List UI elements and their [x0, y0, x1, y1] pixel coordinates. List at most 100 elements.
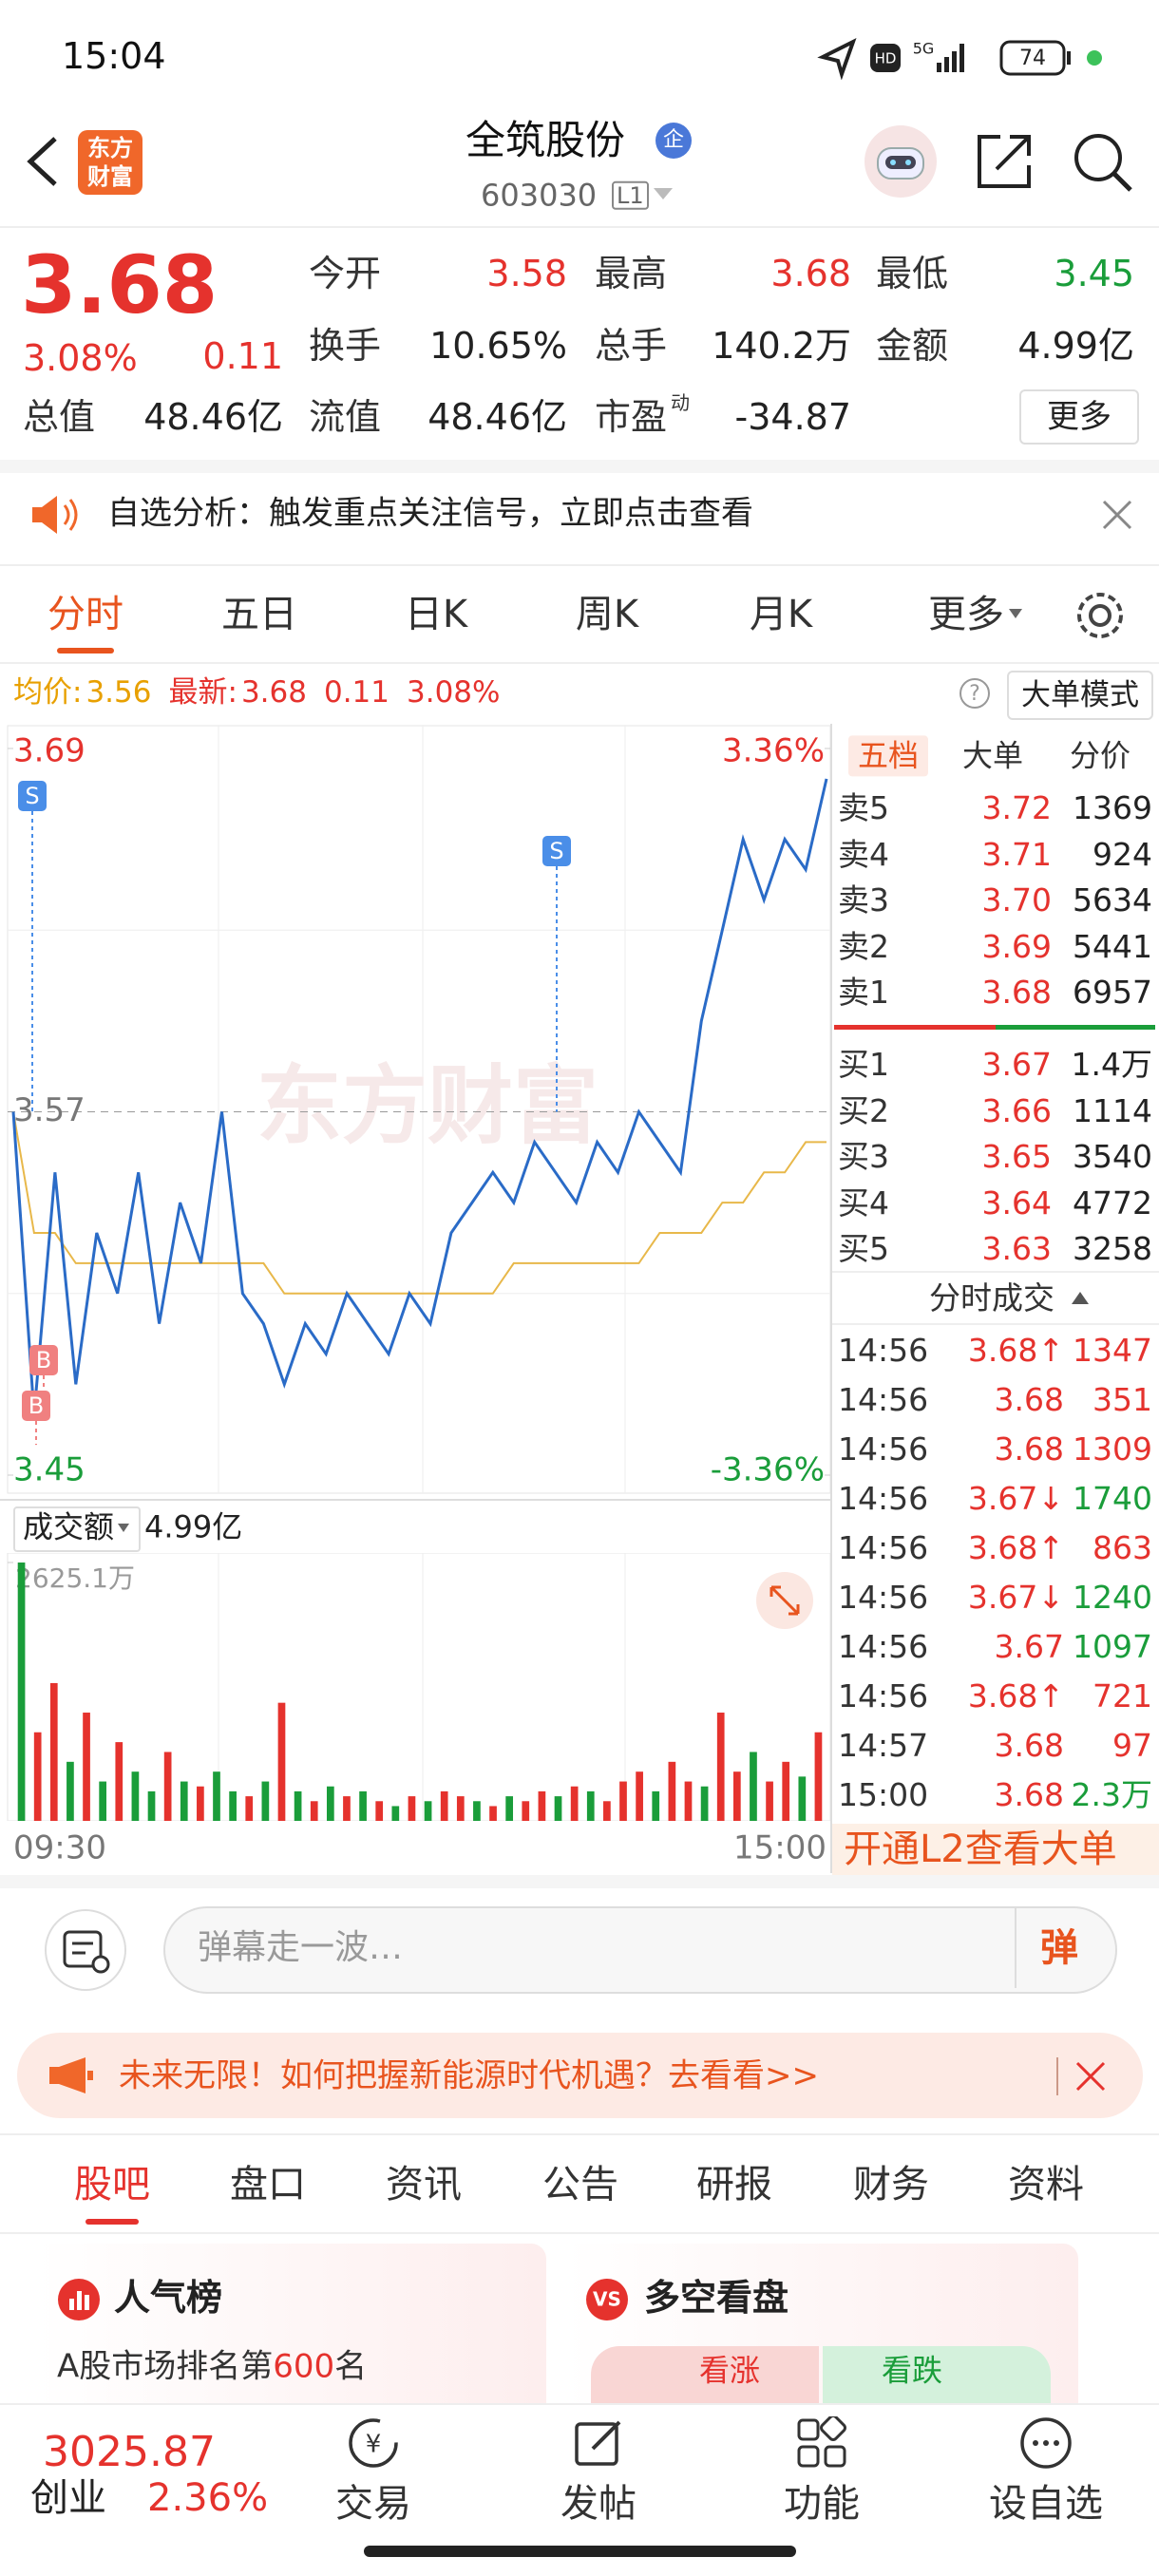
field-value: 48.46亿	[428, 396, 567, 439]
book-price: 3.63	[981, 1229, 1052, 1267]
content-tab[interactable]: 资料	[1008, 2163, 1084, 2207]
volume-bar	[652, 1790, 660, 1821]
trade-icon[interactable]: ¥	[347, 2416, 400, 2470]
field-label: 最高	[595, 253, 668, 295]
divider	[1056, 2057, 1058, 2095]
book-vol: 1.4万	[1071, 1045, 1152, 1083]
book-split	[996, 1025, 1155, 1030]
book-price: 3.65	[981, 1137, 1052, 1175]
l2-banner[interactable]	[832, 1824, 1159, 1875]
divider	[0, 226, 1159, 228]
comment-icon[interactable]	[42, 1907, 129, 1993]
trade-price: 3.67	[994, 1627, 1064, 1665]
trade-price: 3.68	[994, 1430, 1064, 1468]
change-pct: 3.08%	[23, 337, 138, 380]
book-label: 买3	[838, 1137, 889, 1175]
volume-bar	[147, 1790, 156, 1821]
book-price: 3.70	[981, 881, 1052, 919]
share-button[interactable]	[974, 131, 1035, 192]
trade-time: 14:56	[838, 1528, 929, 1566]
volume-bar	[586, 1790, 595, 1821]
book-price: 3.69	[981, 927, 1052, 965]
nav-label[interactable]: 交易	[335, 2482, 411, 2526]
tab[interactable]: 分时	[48, 593, 124, 636]
tab[interactable]: 五日	[221, 593, 297, 636]
volume-bar	[489, 1806, 497, 1821]
back-button[interactable]	[19, 133, 66, 190]
function-icon[interactable]	[795, 2416, 848, 2470]
more-button[interactable]: 更多	[1019, 389, 1139, 445]
volume-bar	[814, 1732, 823, 1821]
field-label: 总手	[595, 325, 668, 368]
content-tab[interactable]: 盘口	[230, 2163, 306, 2207]
comment-button[interactable]: 弹	[1040, 1926, 1078, 1970]
nav-label[interactable]: 功能	[784, 2482, 860, 2526]
volume-bar	[505, 1796, 514, 1821]
tab[interactable]: 周K	[575, 593, 639, 636]
book-price: 3.67	[981, 1045, 1052, 1083]
stock-code: 603030	[481, 177, 598, 214]
book-label: 买5	[838, 1229, 889, 1267]
tab[interactable]: 日K	[404, 593, 468, 636]
marker-label: B	[28, 1392, 44, 1419]
field-value: 10.65%	[429, 325, 567, 368]
index-value: 3025.87	[43, 2427, 216, 2476]
content-tab[interactable]: 财务	[853, 2163, 929, 2207]
price-line	[11, 778, 828, 1415]
volume-bar	[684, 1781, 693, 1821]
volume-bar	[538, 1790, 546, 1821]
comment-input[interactable]	[163, 1906, 1117, 1994]
mode-button[interactable]: 大单模式	[1007, 671, 1153, 720]
settings-button[interactable]	[1074, 589, 1127, 642]
logo-line: 东方	[87, 135, 133, 161]
trade-price: 3.67↓	[967, 1479, 1064, 1517]
post-icon[interactable]	[572, 2416, 625, 2470]
info-last-label: 最新:	[168, 674, 238, 710]
book-tab[interactable]: 大单	[961, 737, 1024, 774]
book-label: 买1	[838, 1045, 889, 1083]
card-icon: VS	[586, 2279, 628, 2320]
nav-label[interactable]: 设自选	[989, 2482, 1103, 2526]
index-pct: 2.36%	[147, 2476, 269, 2520]
content-tab[interactable]: 资讯	[386, 2163, 462, 2207]
card-icon	[58, 2279, 100, 2320]
tab[interactable]: 更多	[928, 593, 1004, 636]
info-avg-label: 均价:	[13, 674, 83, 710]
content-tab[interactable]: 股吧	[74, 2163, 150, 2207]
close-button[interactable]	[1100, 498, 1134, 532]
assistant-avatar[interactable]	[863, 123, 939, 199]
book-label: 卖3	[838, 881, 889, 919]
notice-text[interactable]: 自选分析：触发重点关注信号，立即点击查看	[107, 494, 753, 533]
card-text: A股市场排名第	[57, 2347, 274, 2386]
close-button[interactable]	[1074, 2059, 1108, 2093]
search-button[interactable]	[1072, 131, 1134, 194]
volume-bar	[213, 1771, 220, 1821]
ad-banner[interactable]	[17, 2033, 1143, 2118]
vote-up-label: 看涨	[699, 2352, 761, 2389]
book-tab[interactable]: 五档	[847, 735, 929, 777]
vote-down[interactable]	[823, 2346, 1051, 2403]
help-icon[interactable]: ?	[958, 676, 992, 710]
dropdown[interactable]	[652, 186, 674, 203]
vote-up[interactable]	[591, 2346, 819, 2403]
watchlist-icon[interactable]	[1019, 2416, 1073, 2470]
tab[interactable]: 月K	[749, 593, 813, 636]
book-vol: 5634	[1073, 881, 1152, 919]
card[interactable]	[36, 2244, 546, 2403]
nav-label[interactable]: 发帖	[560, 2482, 636, 2526]
marker-box	[22, 1391, 50, 1421]
volume-chart: 2625.1万	[7, 1553, 830, 1821]
volume-selector[interactable]	[13, 1506, 141, 1552]
content-tab[interactable]: 研报	[696, 2163, 772, 2207]
field-label: 换手	[309, 325, 382, 368]
content-tab[interactable]: 公告	[542, 2163, 618, 2207]
book-tab[interactable]: 分价	[1069, 737, 1131, 774]
trade-price: 3.68↑	[967, 1676, 1064, 1714]
home-indicator	[364, 2546, 796, 2557]
trade-time: 14:56	[838, 1430, 929, 1468]
svg-text:HD: HD	[875, 50, 897, 67]
status-icons: HD 5G 74	[817, 37, 1102, 80]
status-time: 15:04	[62, 35, 166, 78]
volume-bar	[570, 1786, 579, 1821]
avg-line	[12, 1111, 826, 1295]
